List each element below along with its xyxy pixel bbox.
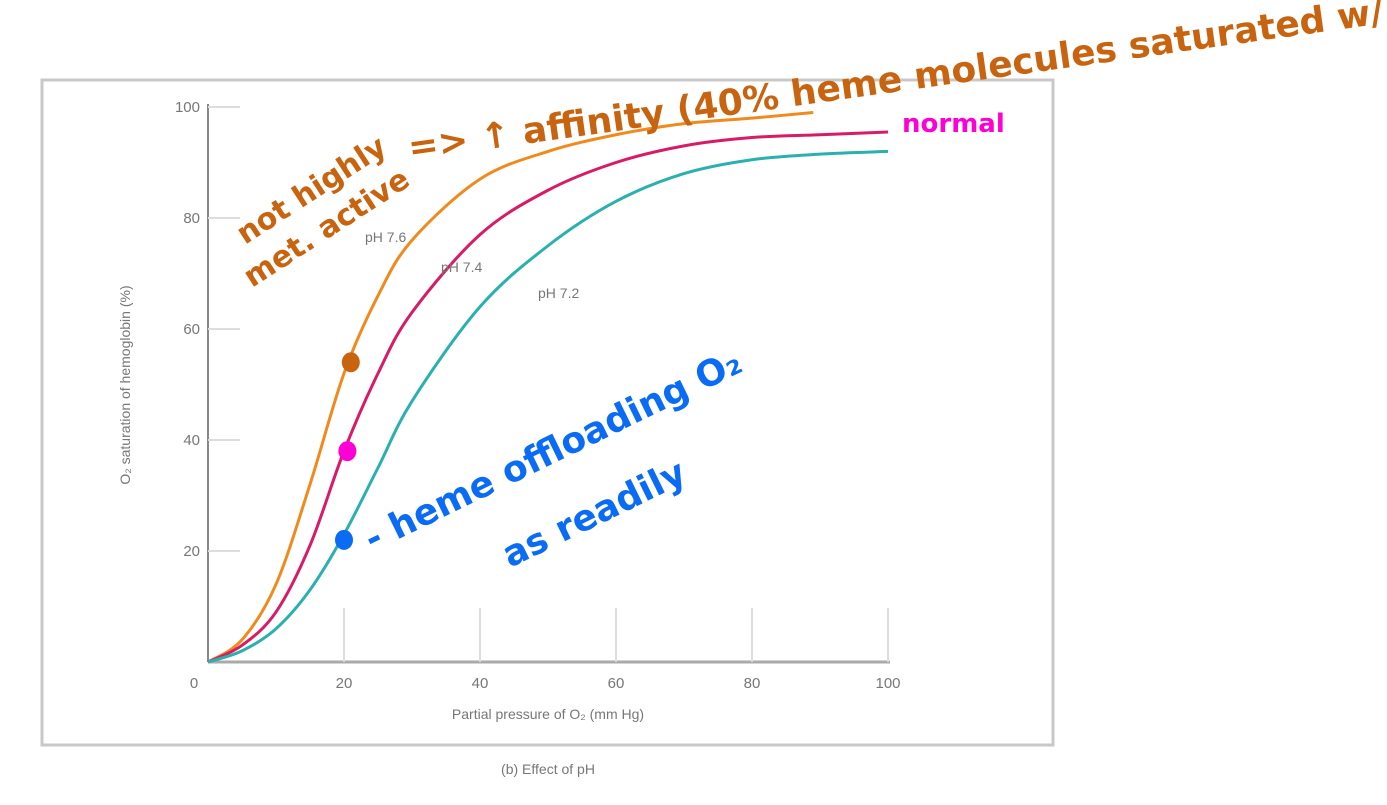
- series-line-ph-7-4: [207, 130, 889, 664]
- series-line-ph-7-2: [207, 149, 889, 664]
- series-label: pH 7.4: [441, 259, 482, 275]
- series-line-ph-7-6: [207, 111, 814, 664]
- y-tick-label: 100: [175, 99, 200, 116]
- annotation-dot: [341, 352, 360, 373]
- y-tick-label: 80: [183, 210, 200, 227]
- figure-caption: (b) Effect of pH: [501, 761, 595, 777]
- x-tick-label: 60: [608, 675, 625, 692]
- axes: [207, 104, 890, 664]
- x-tick-label: 20: [336, 675, 353, 692]
- x-tick-label: 80: [744, 675, 761, 692]
- annotation-dot: [335, 529, 353, 550]
- annotation-dot: [338, 441, 357, 462]
- y-axis-label: O₂ saturation of hemoglobin (%): [117, 285, 133, 484]
- series-label: pH 7.2: [538, 285, 579, 301]
- y-tick-label: 40: [183, 432, 200, 449]
- x-tick-label: 100: [875, 675, 900, 692]
- x-axis-label: Partial pressure of O₂ (mm Hg): [452, 706, 644, 722]
- series-label: pH 7.6: [365, 229, 406, 245]
- y-tick-label: 60: [183, 321, 200, 338]
- annotation-normal: normal: [902, 109, 1005, 139]
- figure-frame: [40, 78, 1055, 747]
- y-tick-label: 20: [183, 543, 200, 560]
- x-tick-label: 0: [190, 675, 198, 692]
- x-tick-label: 40: [472, 675, 489, 692]
